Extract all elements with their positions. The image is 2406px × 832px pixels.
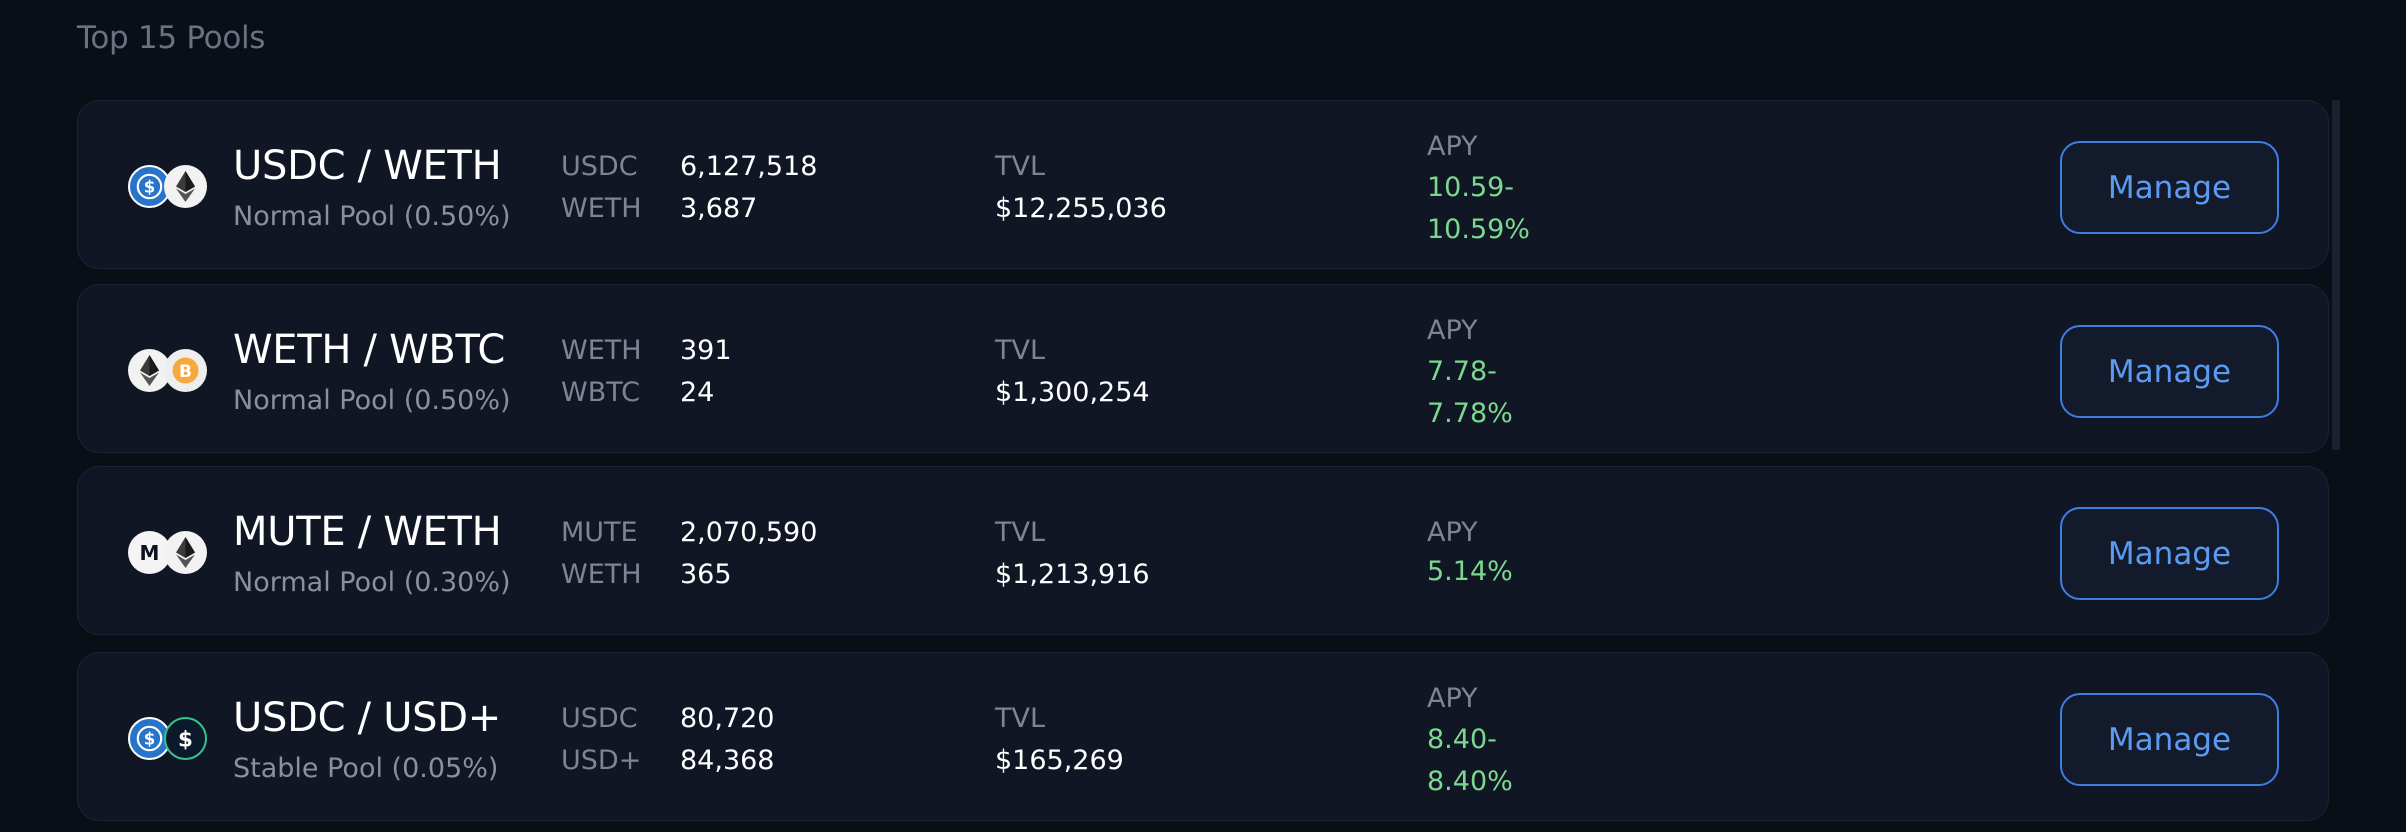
token2-symbol: WETH	[561, 193, 642, 224]
apy-label: APY	[1427, 683, 1478, 714]
manage-button[interactable]: Manage	[2060, 325, 2279, 418]
apy-value-min: 7.78-	[1427, 356, 1497, 387]
eth-icon	[164, 165, 207, 208]
pair-icons: M	[128, 531, 212, 577]
apy-label: APY	[1427, 131, 1478, 162]
section-title: Top 15 Pools	[77, 20, 266, 56]
usdc-icon: $	[128, 165, 171, 208]
tvl-value: $165,269	[995, 745, 1124, 776]
token2-symbol: WETH	[561, 559, 642, 590]
usdc-icon: $	[128, 717, 171, 760]
manage-button[interactable]: Manage	[2060, 141, 2279, 234]
token2-amount: 84,368	[680, 745, 775, 776]
apy-value-min: 8.40-	[1427, 724, 1497, 755]
mute-icon: M	[128, 531, 171, 574]
svg-text:B: B	[179, 362, 192, 382]
pool-type: Stable Pool (0.05%)	[233, 753, 499, 784]
token1-symbol: USDC	[561, 151, 638, 182]
pair-name: USDC / USD+	[233, 695, 501, 741]
eth-icon	[164, 531, 207, 574]
token2-symbol: USD+	[561, 745, 642, 776]
apy-value-max: 8.40%	[1427, 766, 1513, 797]
tvl-value: $1,300,254	[995, 377, 1150, 408]
tvl-value: $12,255,036	[995, 193, 1167, 224]
manage-button[interactable]: Manage	[2060, 507, 2279, 600]
tvl-label: TVL	[995, 517, 1046, 548]
svg-text:$: $	[144, 729, 156, 748]
pair-name: WETH / WBTC	[233, 327, 505, 373]
btc-icon: B	[164, 349, 207, 392]
pool-type: Normal Pool (0.30%)	[233, 567, 511, 598]
pair-name: USDC / WETH	[233, 143, 502, 189]
token2-amount: 3,687	[680, 193, 758, 224]
tvl-label: TVL	[995, 151, 1046, 182]
apy-value-max: 7.78%	[1427, 398, 1513, 429]
tvl-label: TVL	[995, 335, 1046, 366]
svg-text:M: M	[140, 541, 160, 565]
token2-amount: 24	[680, 377, 715, 408]
apy-value-max: 10.59%	[1427, 214, 1530, 245]
pair-name: MUTE / WETH	[233, 509, 502, 555]
scrollbar[interactable]	[2332, 100, 2340, 450]
token2-symbol: WBTC	[561, 377, 640, 408]
token1-symbol: USDC	[561, 703, 638, 734]
token1-amount: 6,127,518	[680, 151, 818, 182]
usd-plus-icon: $	[164, 717, 207, 760]
pool-type: Normal Pool (0.50%)	[233, 385, 511, 416]
tvl-value: $1,213,916	[995, 559, 1150, 590]
pair-icons: $ $	[128, 717, 212, 763]
apy-label: APY	[1427, 517, 1478, 548]
svg-text:$: $	[178, 727, 193, 752]
token2-amount: 365	[680, 559, 732, 590]
apy-label: APY	[1427, 315, 1478, 346]
token1-symbol: WETH	[561, 335, 642, 366]
pool-type: Normal Pool (0.50%)	[233, 201, 511, 232]
pool-card-mute-weth: M MUTE / WETH Normal Pool (0.30%) MUTE 2…	[77, 466, 2329, 635]
apy-value-min: 10.59-	[1427, 172, 1515, 203]
tvl-label: TVL	[995, 703, 1046, 734]
pool-card-weth-wbtc: B WETH / WBTC Normal Pool (0.50%) WETH 3…	[77, 284, 2329, 453]
manage-button[interactable]: Manage	[2060, 693, 2279, 786]
pool-card-usdc-usdplus: $ $ USDC / USD+ Stable Pool (0.05%) USDC…	[77, 652, 2329, 821]
pair-icons: B	[128, 349, 212, 395]
eth-icon	[128, 349, 171, 392]
token1-amount: 2,070,590	[680, 517, 818, 548]
token1-symbol: MUTE	[561, 517, 638, 548]
svg-text:$: $	[144, 177, 156, 196]
pair-icons: $	[128, 165, 212, 211]
token1-amount: 391	[680, 335, 732, 366]
apy-value: 5.14%	[1427, 556, 1513, 587]
pool-card-usdc-weth: $ USDC / WETH Normal Pool (0.50%) USDC 6…	[77, 100, 2329, 269]
token1-amount: 80,720	[680, 703, 775, 734]
